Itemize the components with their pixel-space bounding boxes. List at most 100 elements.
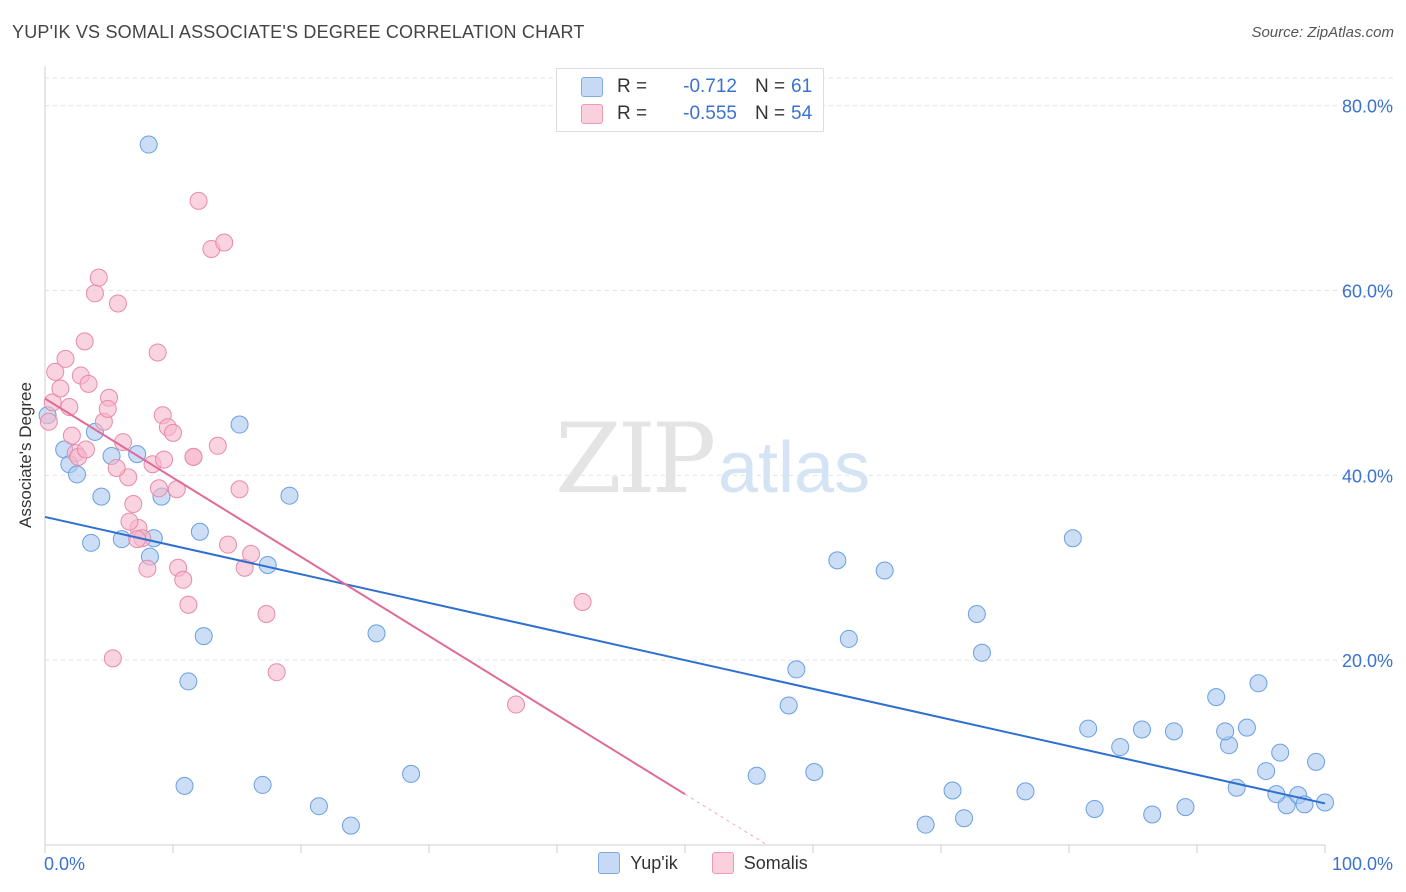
yupik-point xyxy=(280,486,299,505)
data-points xyxy=(38,135,1334,835)
somalis-point xyxy=(219,535,238,554)
axes xyxy=(44,66,1326,853)
somalis-point xyxy=(39,412,58,431)
yupik-point xyxy=(1277,796,1296,815)
somalis-point xyxy=(85,284,104,303)
somalis-point xyxy=(573,592,592,611)
legend-swatch-yupik xyxy=(581,77,603,97)
somalis-point xyxy=(208,436,227,455)
y-tick-label: 20.0% xyxy=(1342,651,1393,671)
watermark: ZIP atlas xyxy=(555,403,870,515)
somalis-point xyxy=(76,440,95,459)
yupik-point xyxy=(68,465,86,484)
series-legend-label: Somalis xyxy=(743,852,808,873)
legend-r-label: R = xyxy=(617,76,648,97)
yupik-point xyxy=(972,643,991,662)
yupik-point xyxy=(402,764,421,783)
yupik-trend-line xyxy=(44,515,1326,805)
somalis-trend-extension xyxy=(684,793,768,846)
yupik-point xyxy=(1271,743,1290,762)
somalis-point xyxy=(148,343,167,362)
x-tick-label: 0.0% xyxy=(44,854,85,874)
legend-swatch-yupik xyxy=(598,852,621,874)
yupik-point xyxy=(1164,722,1183,741)
somalis-point xyxy=(51,379,70,398)
yupik-point xyxy=(787,660,806,679)
yupik-point xyxy=(1111,738,1130,757)
yupik-point xyxy=(1249,674,1268,693)
correlation-legend: R = -0.712 N = 61 R = -0.555 N = 54 xyxy=(556,68,824,132)
yupik-point xyxy=(805,762,824,781)
yupik-point xyxy=(1207,688,1226,707)
somalis-point xyxy=(149,479,168,498)
somalis-point xyxy=(46,362,65,381)
yupik-point xyxy=(1216,722,1235,741)
source-label: Source: ZipAtlas.com xyxy=(1251,24,1394,41)
yupik-point xyxy=(839,629,858,648)
x-tick-label: 100.0% xyxy=(1332,854,1393,874)
legend-n-value: 61 xyxy=(791,76,813,97)
legend-n-label: N = xyxy=(755,103,786,124)
somalis-point xyxy=(62,426,81,445)
y-tick-label: 60.0% xyxy=(1342,282,1393,302)
trend-lines xyxy=(44,397,1326,846)
somalis-point xyxy=(89,268,108,287)
yupik-point xyxy=(779,696,798,715)
somalis-point xyxy=(79,374,98,393)
chart-title: YUP'IK VS SOMALI ASSOCIATE'S DEGREE CORR… xyxy=(12,22,585,42)
somalis-point xyxy=(184,447,203,466)
legend-n-value: 54 xyxy=(791,103,813,124)
yupik-point xyxy=(1079,719,1098,738)
legend-swatch-somalis xyxy=(711,852,734,874)
series-legend: Yup'ik Somalis xyxy=(0,852,1406,874)
yupik-point xyxy=(190,522,209,541)
yupik-point xyxy=(253,775,272,794)
somalis-point xyxy=(138,559,157,578)
yupik-point xyxy=(139,135,158,154)
yupik-point xyxy=(82,533,101,552)
yupik-point xyxy=(1143,805,1162,824)
yupik-point xyxy=(1063,529,1082,548)
yupik-point xyxy=(367,624,386,643)
yupik-point xyxy=(175,776,194,795)
yupik-point xyxy=(1176,798,1195,817)
somalis-point xyxy=(215,233,234,252)
somalis-point xyxy=(507,695,526,714)
somalis-point xyxy=(75,332,94,351)
legend-n-label: N = xyxy=(755,76,786,97)
yupik-point xyxy=(967,604,986,623)
somalis-point xyxy=(107,458,126,477)
yupik-point xyxy=(309,797,328,816)
somalis-point xyxy=(155,450,174,469)
series-legend-label: Yup'ik xyxy=(630,852,678,873)
somalis-point xyxy=(103,649,122,668)
somalis-point xyxy=(98,399,117,418)
yupik-point xyxy=(341,816,360,835)
y-tick-label: 80.0% xyxy=(1342,97,1393,117)
watermark-atlas: atlas xyxy=(718,428,870,508)
somalis-point xyxy=(189,191,208,210)
watermark-zip: ZIP xyxy=(555,403,714,515)
legend-r-value: -0.555 xyxy=(683,103,737,124)
somalis-point xyxy=(179,595,198,614)
yupik-point xyxy=(92,487,111,506)
tick-labels: 20.0% 40.0% 60.0% 80.0% 0.0% 100.0% xyxy=(44,97,1393,874)
series-legend-somalis[interactable]: Somalis xyxy=(711,852,808,874)
series-legend-yupik[interactable]: Yup'ik xyxy=(598,852,678,874)
somalis-trend-line xyxy=(44,397,686,796)
legend-swatch-somalis xyxy=(581,104,603,124)
legend-row-yupik: R = -0.712 N = 61 xyxy=(581,75,831,99)
somalis-point xyxy=(174,570,193,589)
yupik-point xyxy=(1085,799,1104,818)
yupik-point xyxy=(230,415,249,434)
yupik-point xyxy=(179,672,198,691)
somalis-point xyxy=(164,423,182,442)
somalis-point xyxy=(56,349,75,368)
yupik-point xyxy=(1307,752,1326,771)
yupik-point xyxy=(916,815,935,834)
yupik-point xyxy=(194,627,213,646)
somalis-point xyxy=(108,294,127,313)
yupik-point xyxy=(828,551,847,570)
yupik-point xyxy=(875,561,894,580)
yupik-point xyxy=(747,766,766,785)
